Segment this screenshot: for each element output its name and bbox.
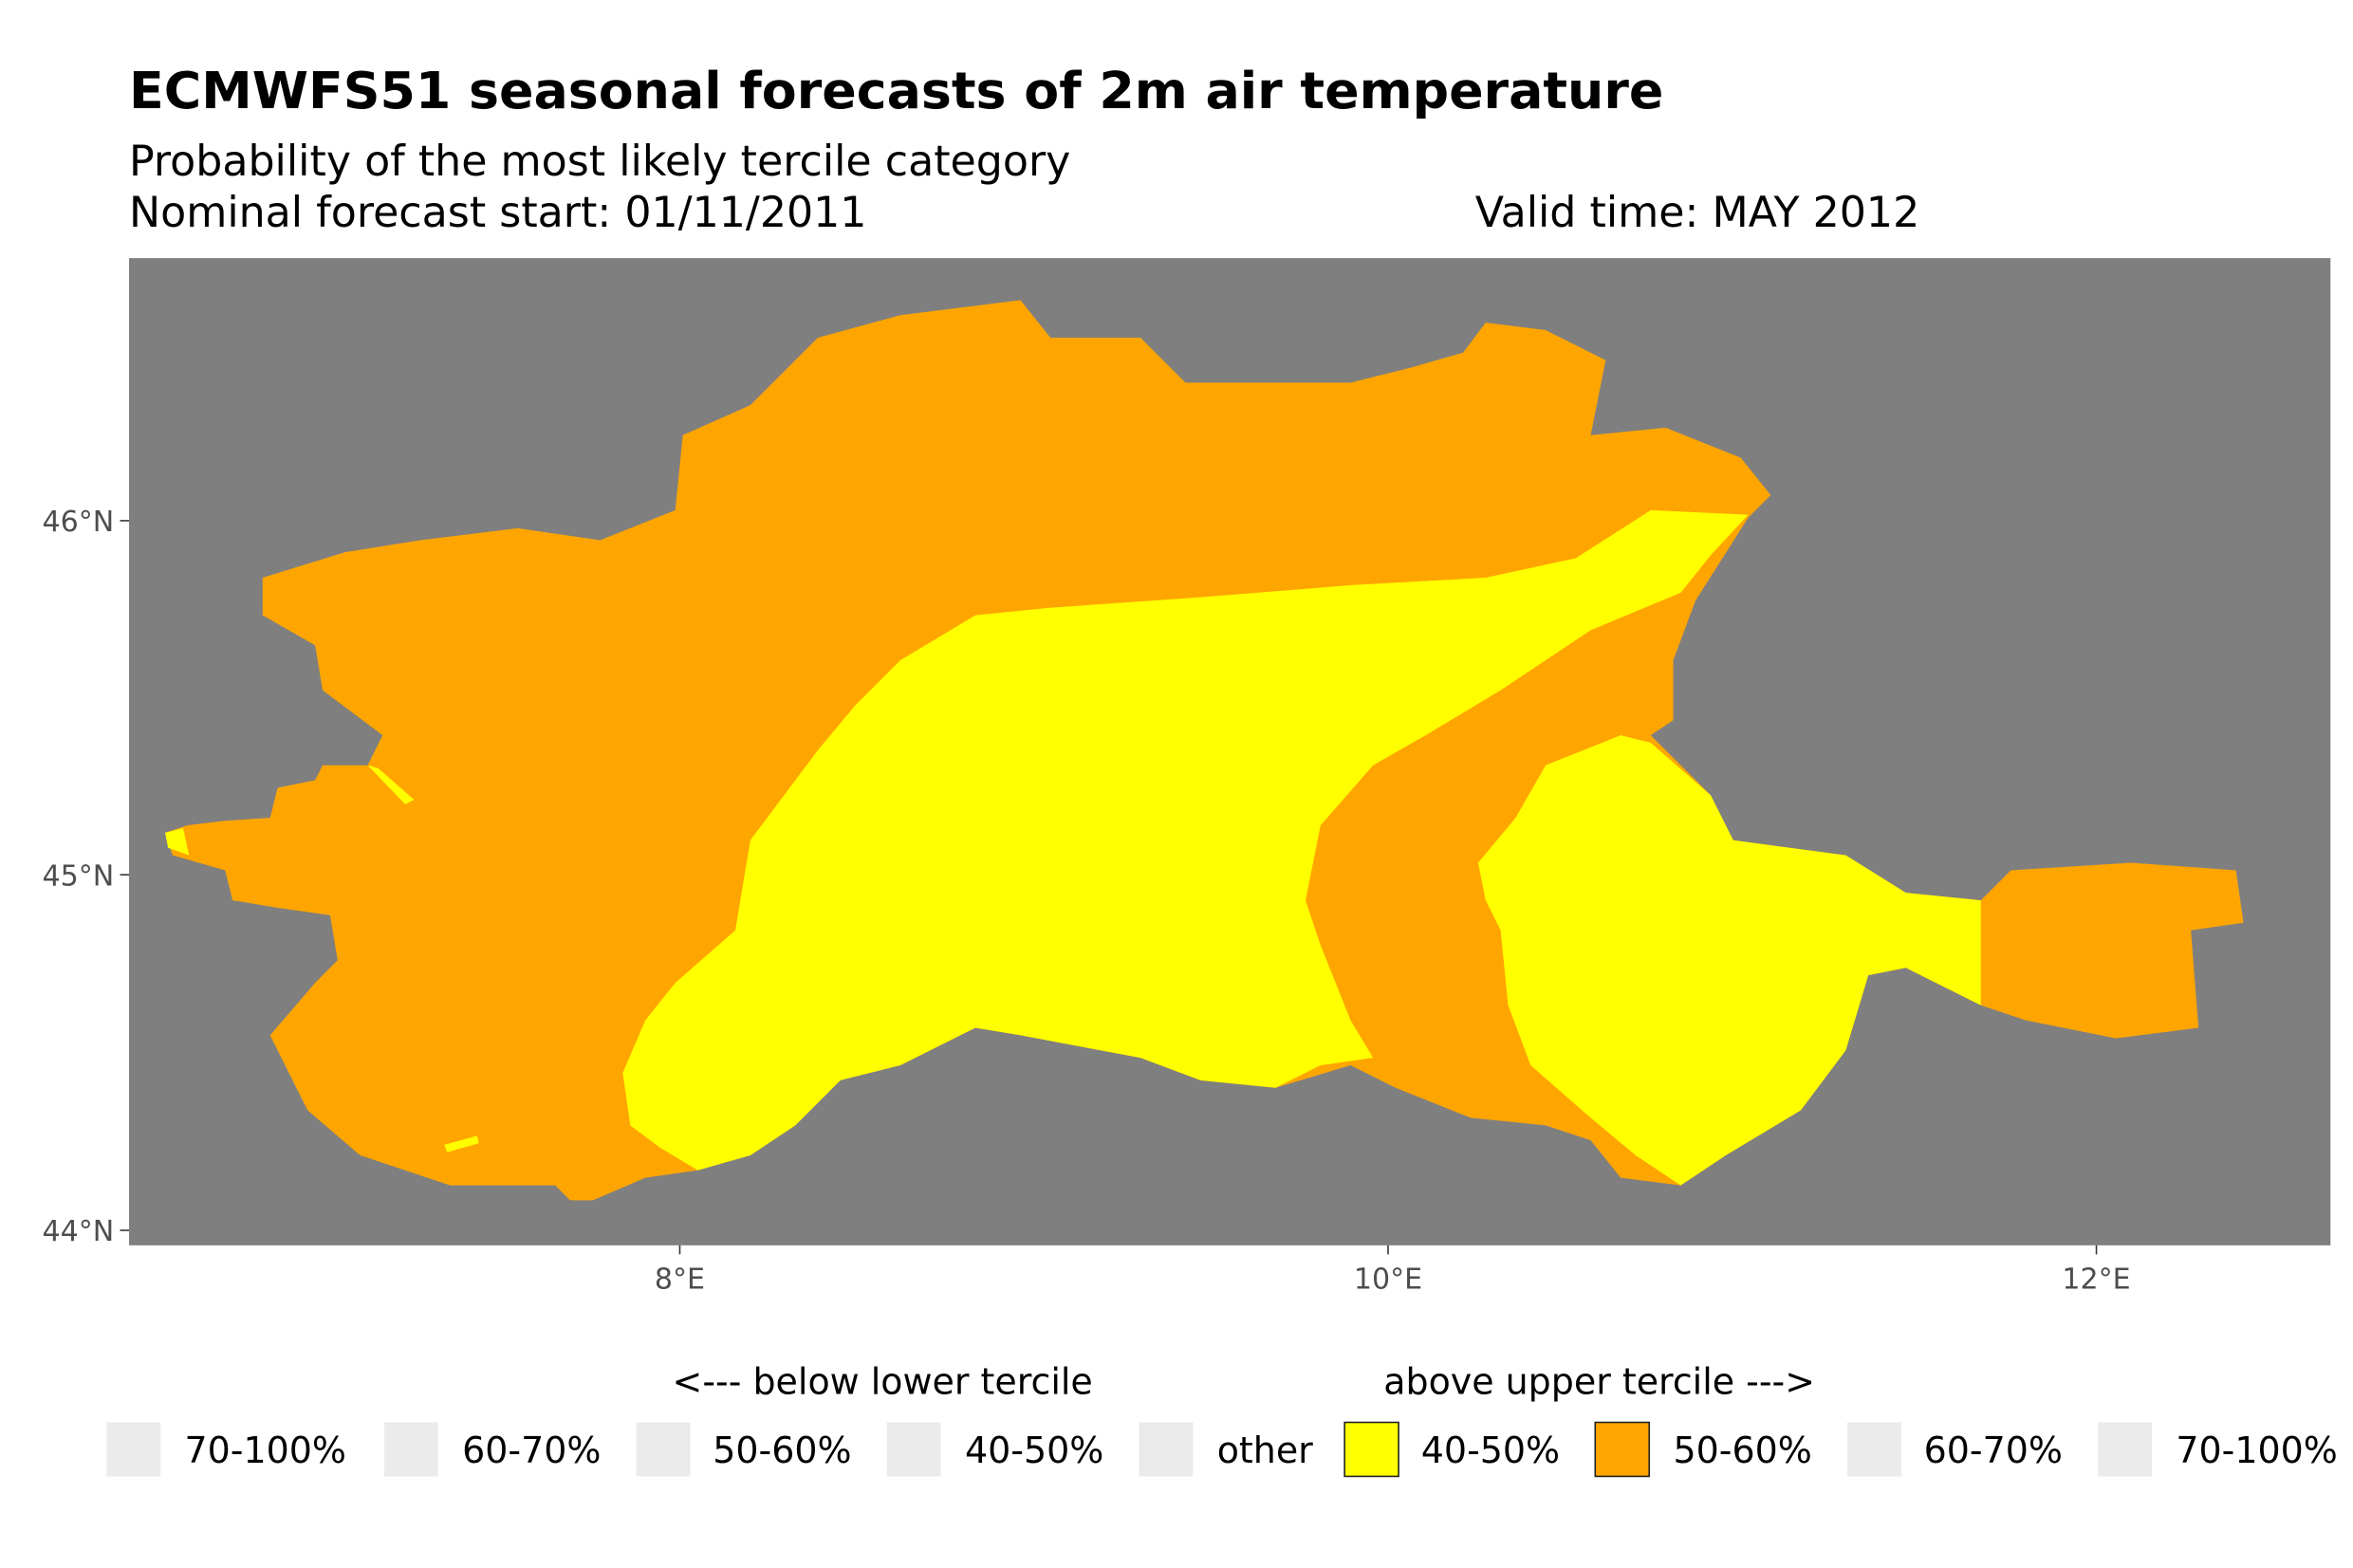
legend-key-above-40-50 bbox=[1343, 1421, 1399, 1478]
chart-subtitle: Probability of the most likely tercile c… bbox=[129, 138, 1070, 186]
legend-above-label: above upper tercile ---> bbox=[1383, 1360, 1815, 1402]
region-yellow-40-50-southeast bbox=[1477, 735, 1981, 1186]
legend-label: 60-70% bbox=[462, 1430, 601, 1471]
legend-below-label: <--- below lower tercile bbox=[673, 1360, 1093, 1402]
valid-time: Valid time: MAY 2012 bbox=[1475, 189, 1920, 237]
x-tick-8: 8°E bbox=[655, 1264, 705, 1297]
legend-label: 70-100% bbox=[2176, 1430, 2337, 1471]
legend-label: other bbox=[1217, 1430, 1313, 1471]
legend-key-above-60-70 bbox=[1846, 1422, 1901, 1477]
legend-key-below-40-50 bbox=[886, 1422, 941, 1477]
legend-key-other bbox=[1139, 1422, 1194, 1477]
chart-title: ECMWFS51 seasonal forecasts of 2m air te… bbox=[129, 61, 1663, 120]
legend-key-below-50-60 bbox=[636, 1422, 691, 1477]
y-tick-46: 46°N bbox=[42, 506, 114, 539]
x-axis: 8°E 10°E 12°E bbox=[655, 1245, 2131, 1297]
legend-key-below-60-70 bbox=[383, 1422, 438, 1477]
legend-label: 50-60% bbox=[1674, 1430, 1812, 1471]
legend: <--- below lower tercile above upper ter… bbox=[106, 1360, 2338, 1478]
legend-key-below-70-100 bbox=[106, 1422, 161, 1477]
y-tick-45: 45°N bbox=[42, 859, 114, 893]
forecast-start: Nominal forecast start: 01/11/2011 bbox=[129, 189, 866, 237]
legend-label: 40-50% bbox=[1421, 1430, 1560, 1471]
legend-label: 40-50% bbox=[965, 1430, 1103, 1471]
map-panel bbox=[129, 258, 2331, 1245]
region-yellow-40-50-central bbox=[622, 509, 1749, 1171]
legend-key-above-50-60 bbox=[1594, 1421, 1651, 1478]
x-tick-12: 12°E bbox=[2062, 1264, 2130, 1297]
legend-label: 50-60% bbox=[713, 1430, 851, 1471]
region-yellow-west-tip bbox=[164, 828, 190, 856]
legend-label: 60-70% bbox=[1924, 1430, 2063, 1471]
region-yellow-streak bbox=[367, 765, 415, 804]
region-yellow-speck bbox=[444, 1135, 479, 1153]
x-tick-10: 10°E bbox=[1354, 1264, 1422, 1297]
legend-label: 70-100% bbox=[185, 1430, 346, 1471]
legend-key-above-70-100 bbox=[2098, 1422, 2153, 1477]
y-axis: 44°N 45°N 46°N bbox=[42, 506, 130, 1248]
y-tick-44: 44°N bbox=[42, 1215, 114, 1248]
